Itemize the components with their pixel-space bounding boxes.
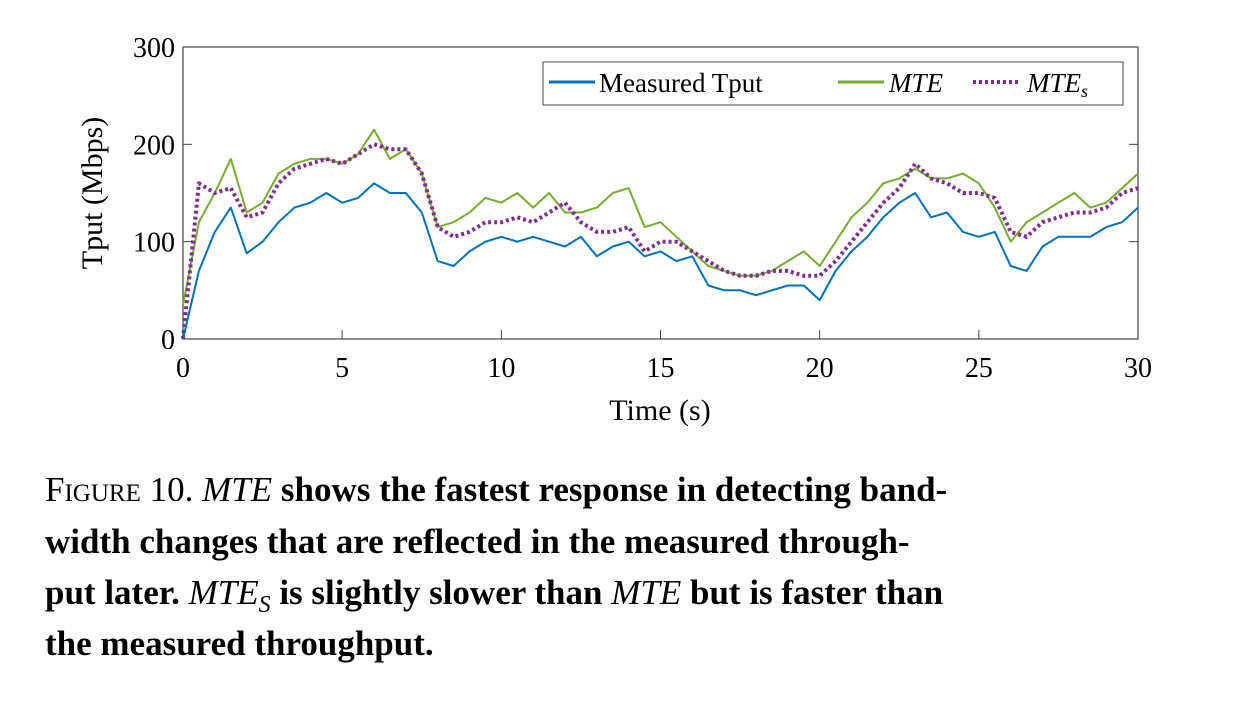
x-tick-label: 5	[335, 353, 349, 384]
caption-line-1: Figure 10. MTE shows the fastest respons…	[45, 470, 948, 509]
y-axis-label: Tput (Mbps)	[76, 117, 109, 270]
legend-label-mte: MTE	[888, 68, 944, 98]
y-tick-label: 0	[161, 325, 175, 356]
x-axis-label: Time (s)	[609, 394, 710, 427]
legend-label-measured: Measured Tput	[599, 68, 763, 98]
legend: Measured Tput MTE MTEs	[542, 61, 1124, 106]
caption-line-3: put later. MTES is slightly slower than …	[45, 573, 944, 618]
x-tick-label: 30	[1124, 353, 1152, 384]
x-tick-label: 10	[487, 353, 515, 384]
x-tick-label: 25	[965, 353, 993, 384]
caption-line-4: the measured throughput.	[45, 624, 434, 663]
caption-line-2: width changes that are reflected in the …	[45, 522, 910, 561]
x-tick-label: 20	[806, 353, 834, 384]
y-tick-label: 100	[133, 228, 175, 259]
x-tick-label: 15	[647, 353, 675, 384]
x-tick-label: 0	[176, 353, 190, 384]
y-tick-label: 200	[133, 130, 175, 161]
y-tick-label: 300	[133, 33, 175, 64]
legend-label-mtes: MTEs	[1026, 68, 1088, 101]
